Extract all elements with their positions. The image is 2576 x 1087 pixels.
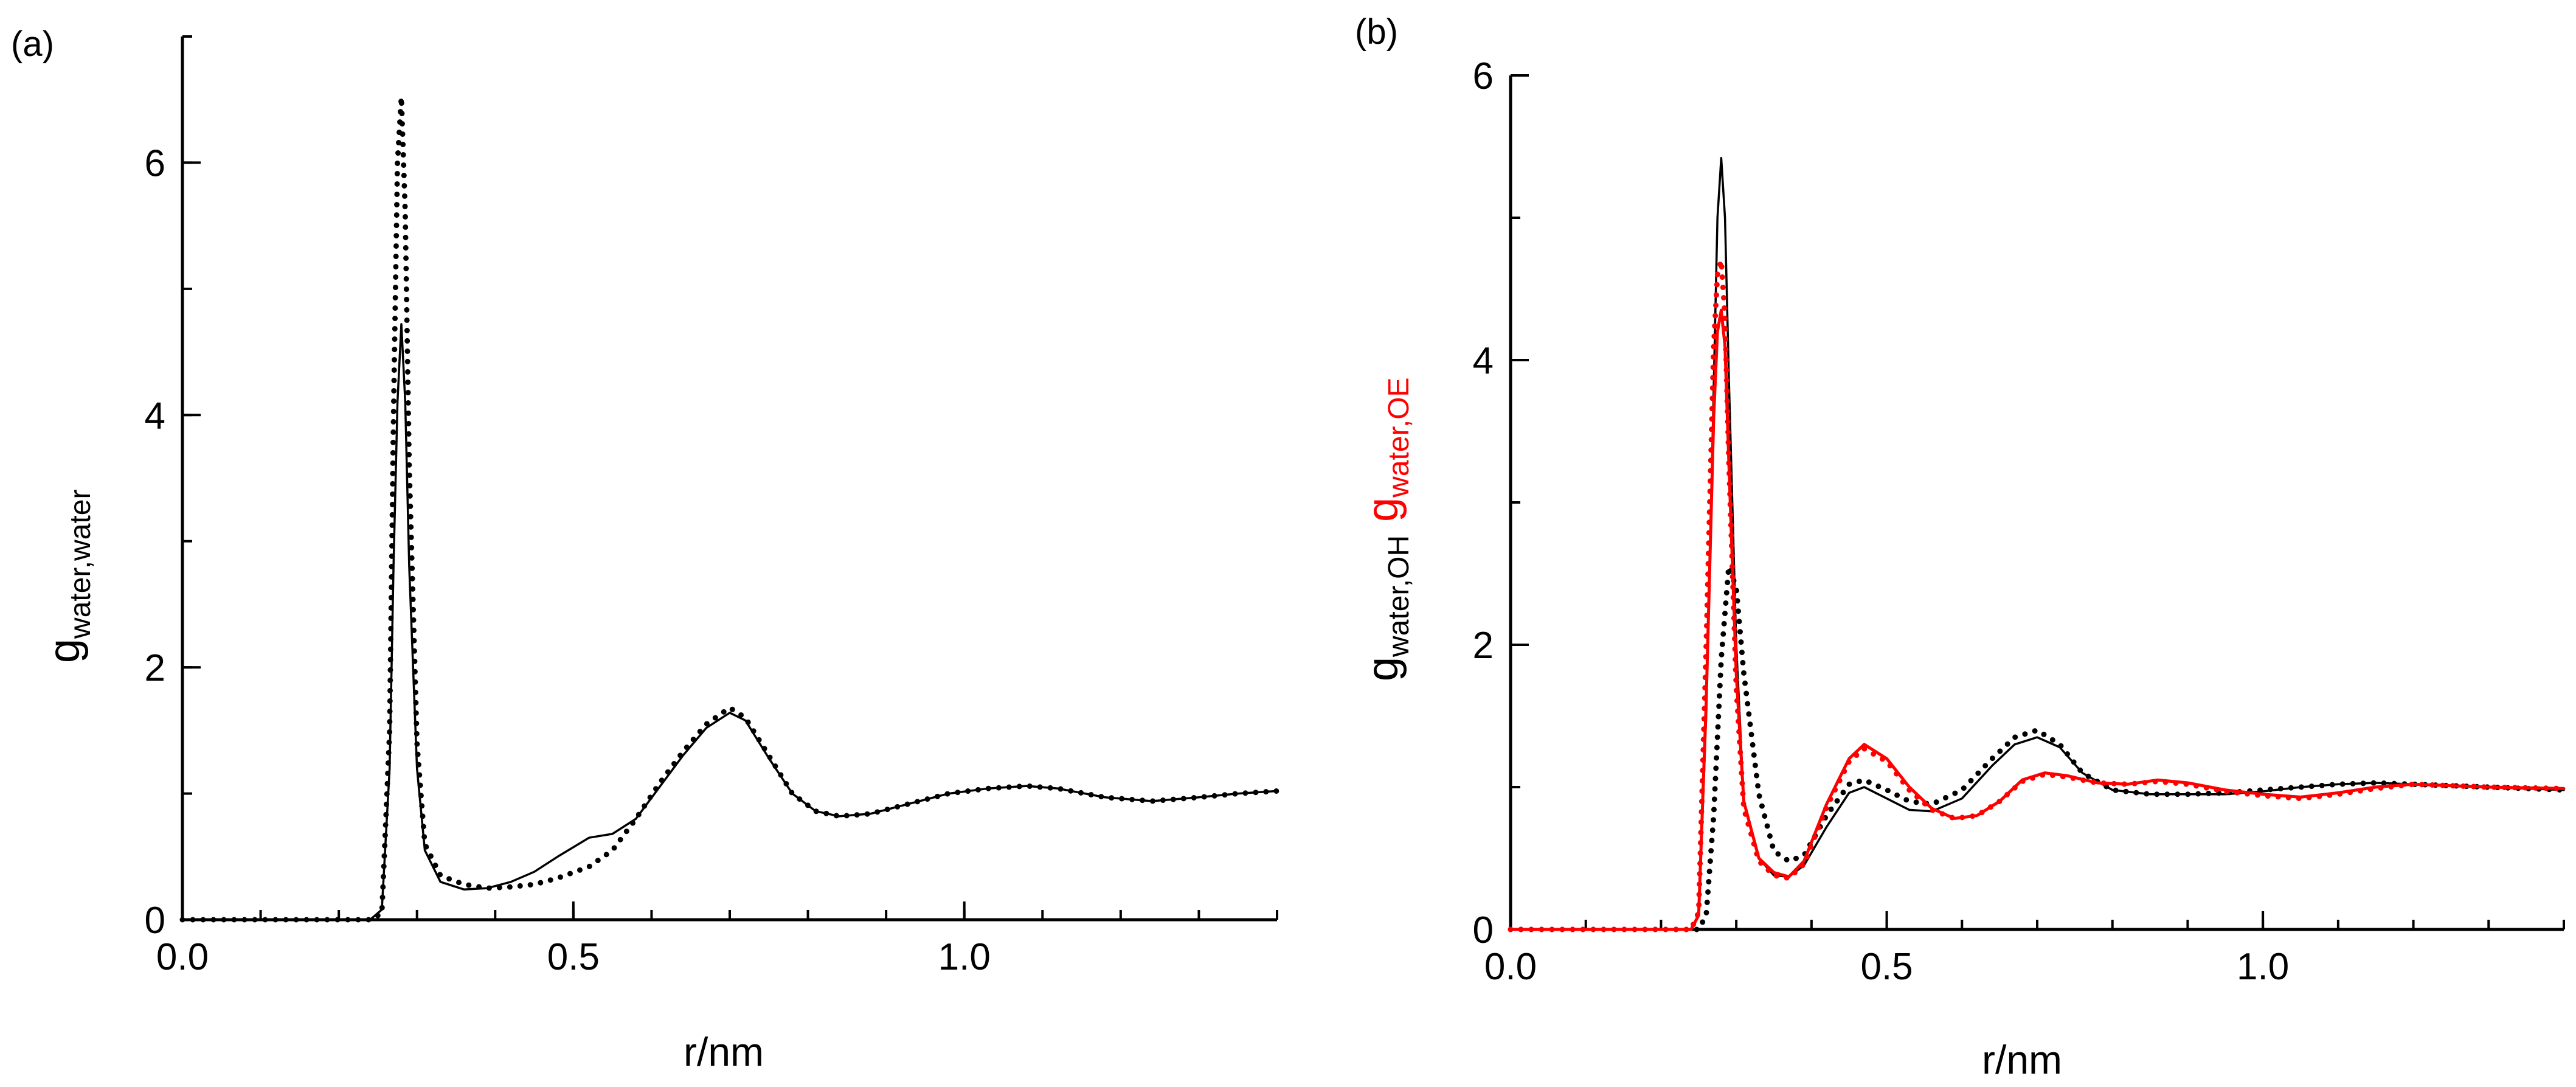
x-axis-title-a: r/nm	[684, 1029, 764, 1074]
x-tick-label-b: 0.5	[1860, 946, 1913, 988]
series-b-oh-solid	[1509, 156, 2565, 931]
panel-a: (a) 0.0 0.5 1.0 0 2 4 6 r/nm gwater,water	[11, 24, 1280, 1074]
x-tick-label-a: 0.5	[547, 936, 600, 978]
x-tick-label-b: 1.0	[2237, 946, 2289, 988]
y-tick-label-b: 4	[1473, 340, 1494, 382]
y-tick-label-b: 0	[1473, 909, 1494, 951]
y-axis-title-a: gwater,water	[40, 490, 97, 664]
x-tick-label-a: 1.0	[938, 936, 991, 978]
y-axis-title-b-oh-main: g	[1359, 657, 1407, 681]
x-tick-label-a: 0.0	[156, 936, 209, 978]
y-tick-label-a: 4	[145, 395, 165, 437]
y-tick-label-b: 2	[1473, 625, 1494, 667]
y-tick-label-a: 2	[145, 647, 165, 689]
series-a-dotted	[179, 94, 1280, 923]
series-b-oe-solid	[1509, 308, 2566, 931]
series-a-solid	[181, 323, 1278, 921]
panel-label-b: (b)	[1355, 12, 1398, 52]
y-axis-title-b: gwater,OHgwater,OE	[1359, 377, 1415, 681]
series-b-oh-dotted	[1508, 563, 2567, 932]
y-axis-title-a-main: g	[40, 639, 89, 663]
panel-label-a: (a)	[11, 24, 54, 64]
plot-b: 0.0 0.5 1.0 0 2 4 6	[1473, 55, 2567, 988]
x-tick-label-b: 0.0	[1484, 946, 1537, 988]
plot-a: 0.0 0.5 1.0 0 2 4 6	[145, 35, 1280, 978]
y-tick-label-a: 0	[145, 900, 165, 942]
y-axis-title-a-sub: water,water	[64, 490, 97, 639]
series-b-oe-dotted	[1508, 257, 2567, 932]
x-axis-title-b: r/nm	[1982, 1037, 2062, 1082]
y-axis-title-b-oh-sub: water,OH	[1383, 535, 1415, 658]
y-axis-title-b-oe-main: g	[1359, 498, 1407, 522]
y-axis-title-b-oe-sub: water,OE	[1383, 377, 1415, 498]
y-tick-label-a: 6	[145, 142, 165, 184]
y-tick-label-b: 6	[1473, 55, 1494, 97]
